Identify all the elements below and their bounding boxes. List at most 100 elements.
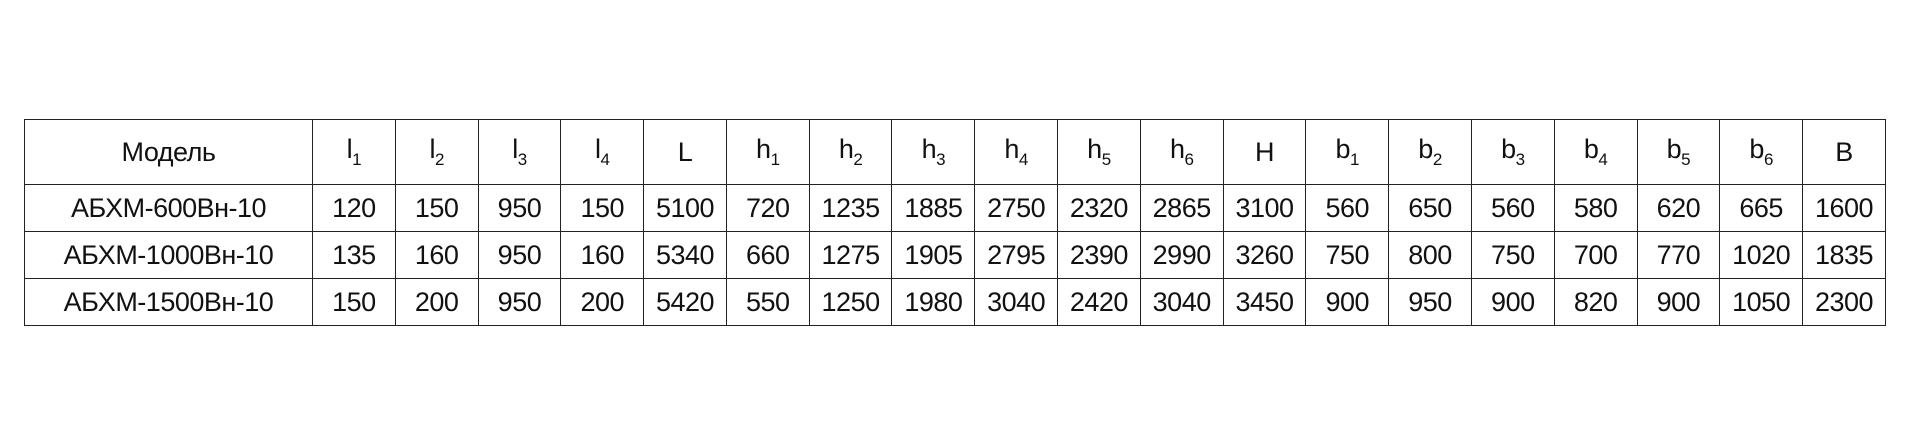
header-symbol: H bbox=[1254, 136, 1275, 167]
value-cell: 2795 bbox=[974, 231, 1059, 279]
value-cell: 650 bbox=[1388, 184, 1472, 232]
value-cell: 2865 bbox=[1139, 184, 1224, 232]
value-cell: 150 bbox=[560, 184, 645, 232]
value-cell: 900 bbox=[1470, 278, 1555, 326]
header-symbol: h bbox=[1087, 134, 1102, 164]
header-b3: b3 bbox=[1470, 119, 1555, 185]
header-subscript: 1 bbox=[1350, 150, 1360, 169]
header-subscript: 4 bbox=[1018, 150, 1028, 169]
header-l1: l1 bbox=[312, 119, 396, 185]
header-l3: l3 bbox=[477, 119, 562, 185]
value-cell: 3100 bbox=[1222, 184, 1307, 232]
header-L: L bbox=[643, 119, 727, 185]
header-symbol: l bbox=[346, 134, 353, 164]
value-cell: 120 bbox=[312, 184, 396, 232]
value-cell: 900 bbox=[1636, 278, 1721, 326]
value-cell: 950 bbox=[477, 231, 562, 279]
value-cell: 5100 bbox=[643, 184, 727, 232]
header-symbol: h bbox=[1169, 134, 1185, 164]
value-cell: 3260 bbox=[1222, 231, 1307, 279]
header-h2: h2 bbox=[808, 119, 893, 185]
value-cell: 1275 bbox=[808, 231, 893, 279]
header-l2: l2 bbox=[394, 119, 479, 185]
header-l4: l4 bbox=[560, 119, 645, 185]
value-cell: 950 bbox=[477, 278, 562, 326]
value-cell: 700 bbox=[1553, 231, 1638, 279]
value-cell: 660 bbox=[725, 231, 810, 279]
value-cell: 3040 bbox=[1139, 278, 1224, 326]
value-cell: 150 bbox=[312, 278, 396, 326]
value-cell: 200 bbox=[560, 278, 645, 326]
header-symbol: b bbox=[1418, 134, 1433, 164]
header-subscript: 4 bbox=[600, 150, 610, 169]
header-symbol: l bbox=[512, 134, 518, 164]
value-cell: 150 bbox=[394, 184, 479, 232]
value-cell: 2990 bbox=[1139, 231, 1224, 279]
value-cell: 750 bbox=[1470, 231, 1555, 279]
header-symbol: b bbox=[1335, 134, 1351, 164]
header-h3: h3 bbox=[891, 119, 976, 185]
header-B: B bbox=[1802, 119, 1886, 185]
header-symbol: h bbox=[838, 134, 854, 164]
value-cell: 200 bbox=[394, 278, 479, 326]
header-h6: h6 bbox=[1139, 119, 1224, 185]
value-cell: 160 bbox=[560, 231, 645, 279]
value-cell: 1020 bbox=[1719, 231, 1804, 279]
header-b2: b2 bbox=[1388, 119, 1472, 185]
header-subscript: 1 bbox=[770, 150, 780, 169]
header-subscript: 3 bbox=[936, 150, 946, 169]
header-symbol: b bbox=[1583, 134, 1599, 164]
header-model: Модель bbox=[24, 119, 313, 185]
value-cell: 720 bbox=[725, 184, 810, 232]
value-cell: 770 bbox=[1636, 231, 1721, 279]
model-cell: АБХМ-600Вн-10 bbox=[24, 184, 313, 232]
value-cell: 820 bbox=[1553, 278, 1638, 326]
header-symbol: B bbox=[1835, 136, 1853, 167]
value-cell: 1235 bbox=[808, 184, 893, 232]
value-cell: 1050 bbox=[1719, 278, 1804, 326]
header-H: H bbox=[1222, 119, 1307, 185]
value-cell: 750 bbox=[1305, 231, 1390, 279]
value-cell: 2750 bbox=[974, 184, 1059, 232]
header-h5: h5 bbox=[1057, 119, 1141, 185]
value-cell: 1600 bbox=[1802, 184, 1886, 232]
value-cell: 1905 bbox=[891, 231, 976, 279]
header-subscript: 6 bbox=[1763, 150, 1773, 169]
value-cell: 160 bbox=[394, 231, 479, 279]
value-cell: 620 bbox=[1636, 184, 1721, 232]
header-symbol: l bbox=[595, 134, 601, 164]
value-cell: 665 bbox=[1719, 184, 1804, 232]
header-symbol: h bbox=[756, 134, 771, 164]
header-symbol: L bbox=[677, 136, 693, 167]
header-subscript: 1 bbox=[352, 150, 362, 169]
value-cell: 135 bbox=[312, 231, 396, 279]
header-symbol: b bbox=[1749, 134, 1764, 164]
header-symbol: l bbox=[429, 134, 435, 164]
value-cell: 1250 bbox=[808, 278, 893, 326]
value-cell: 950 bbox=[1388, 278, 1472, 326]
value-cell: 1885 bbox=[891, 184, 976, 232]
value-cell: 580 bbox=[1553, 184, 1638, 232]
header-symbol: h bbox=[1004, 134, 1019, 164]
value-cell: 950 bbox=[477, 184, 562, 232]
header-symbol: b bbox=[1501, 134, 1516, 164]
value-cell: 1980 bbox=[891, 278, 976, 326]
header-b6: b6 bbox=[1719, 119, 1804, 185]
header-subscript: 5 bbox=[1101, 150, 1111, 169]
header-b4: b4 bbox=[1553, 119, 1638, 185]
header-h4: h4 bbox=[974, 119, 1059, 185]
value-cell: 3040 bbox=[974, 278, 1059, 326]
value-cell: 560 bbox=[1470, 184, 1555, 232]
header-subscript: 3 bbox=[517, 150, 527, 169]
value-cell: 560 bbox=[1305, 184, 1390, 232]
value-cell: 900 bbox=[1305, 278, 1390, 326]
header-subscript: 2 bbox=[1432, 150, 1442, 169]
value-cell: 800 bbox=[1388, 231, 1472, 279]
model-cell: АБХМ-1500Вн-10 bbox=[24, 278, 313, 326]
value-cell: 2300 bbox=[1802, 278, 1886, 326]
header-subscript: 2 bbox=[434, 150, 444, 169]
header-subscript: 5 bbox=[1681, 150, 1691, 169]
table-row: АБХМ-1000Вн-10 135 160 950 160 5340 660 1275 190… bbox=[24, 231, 1886, 279]
